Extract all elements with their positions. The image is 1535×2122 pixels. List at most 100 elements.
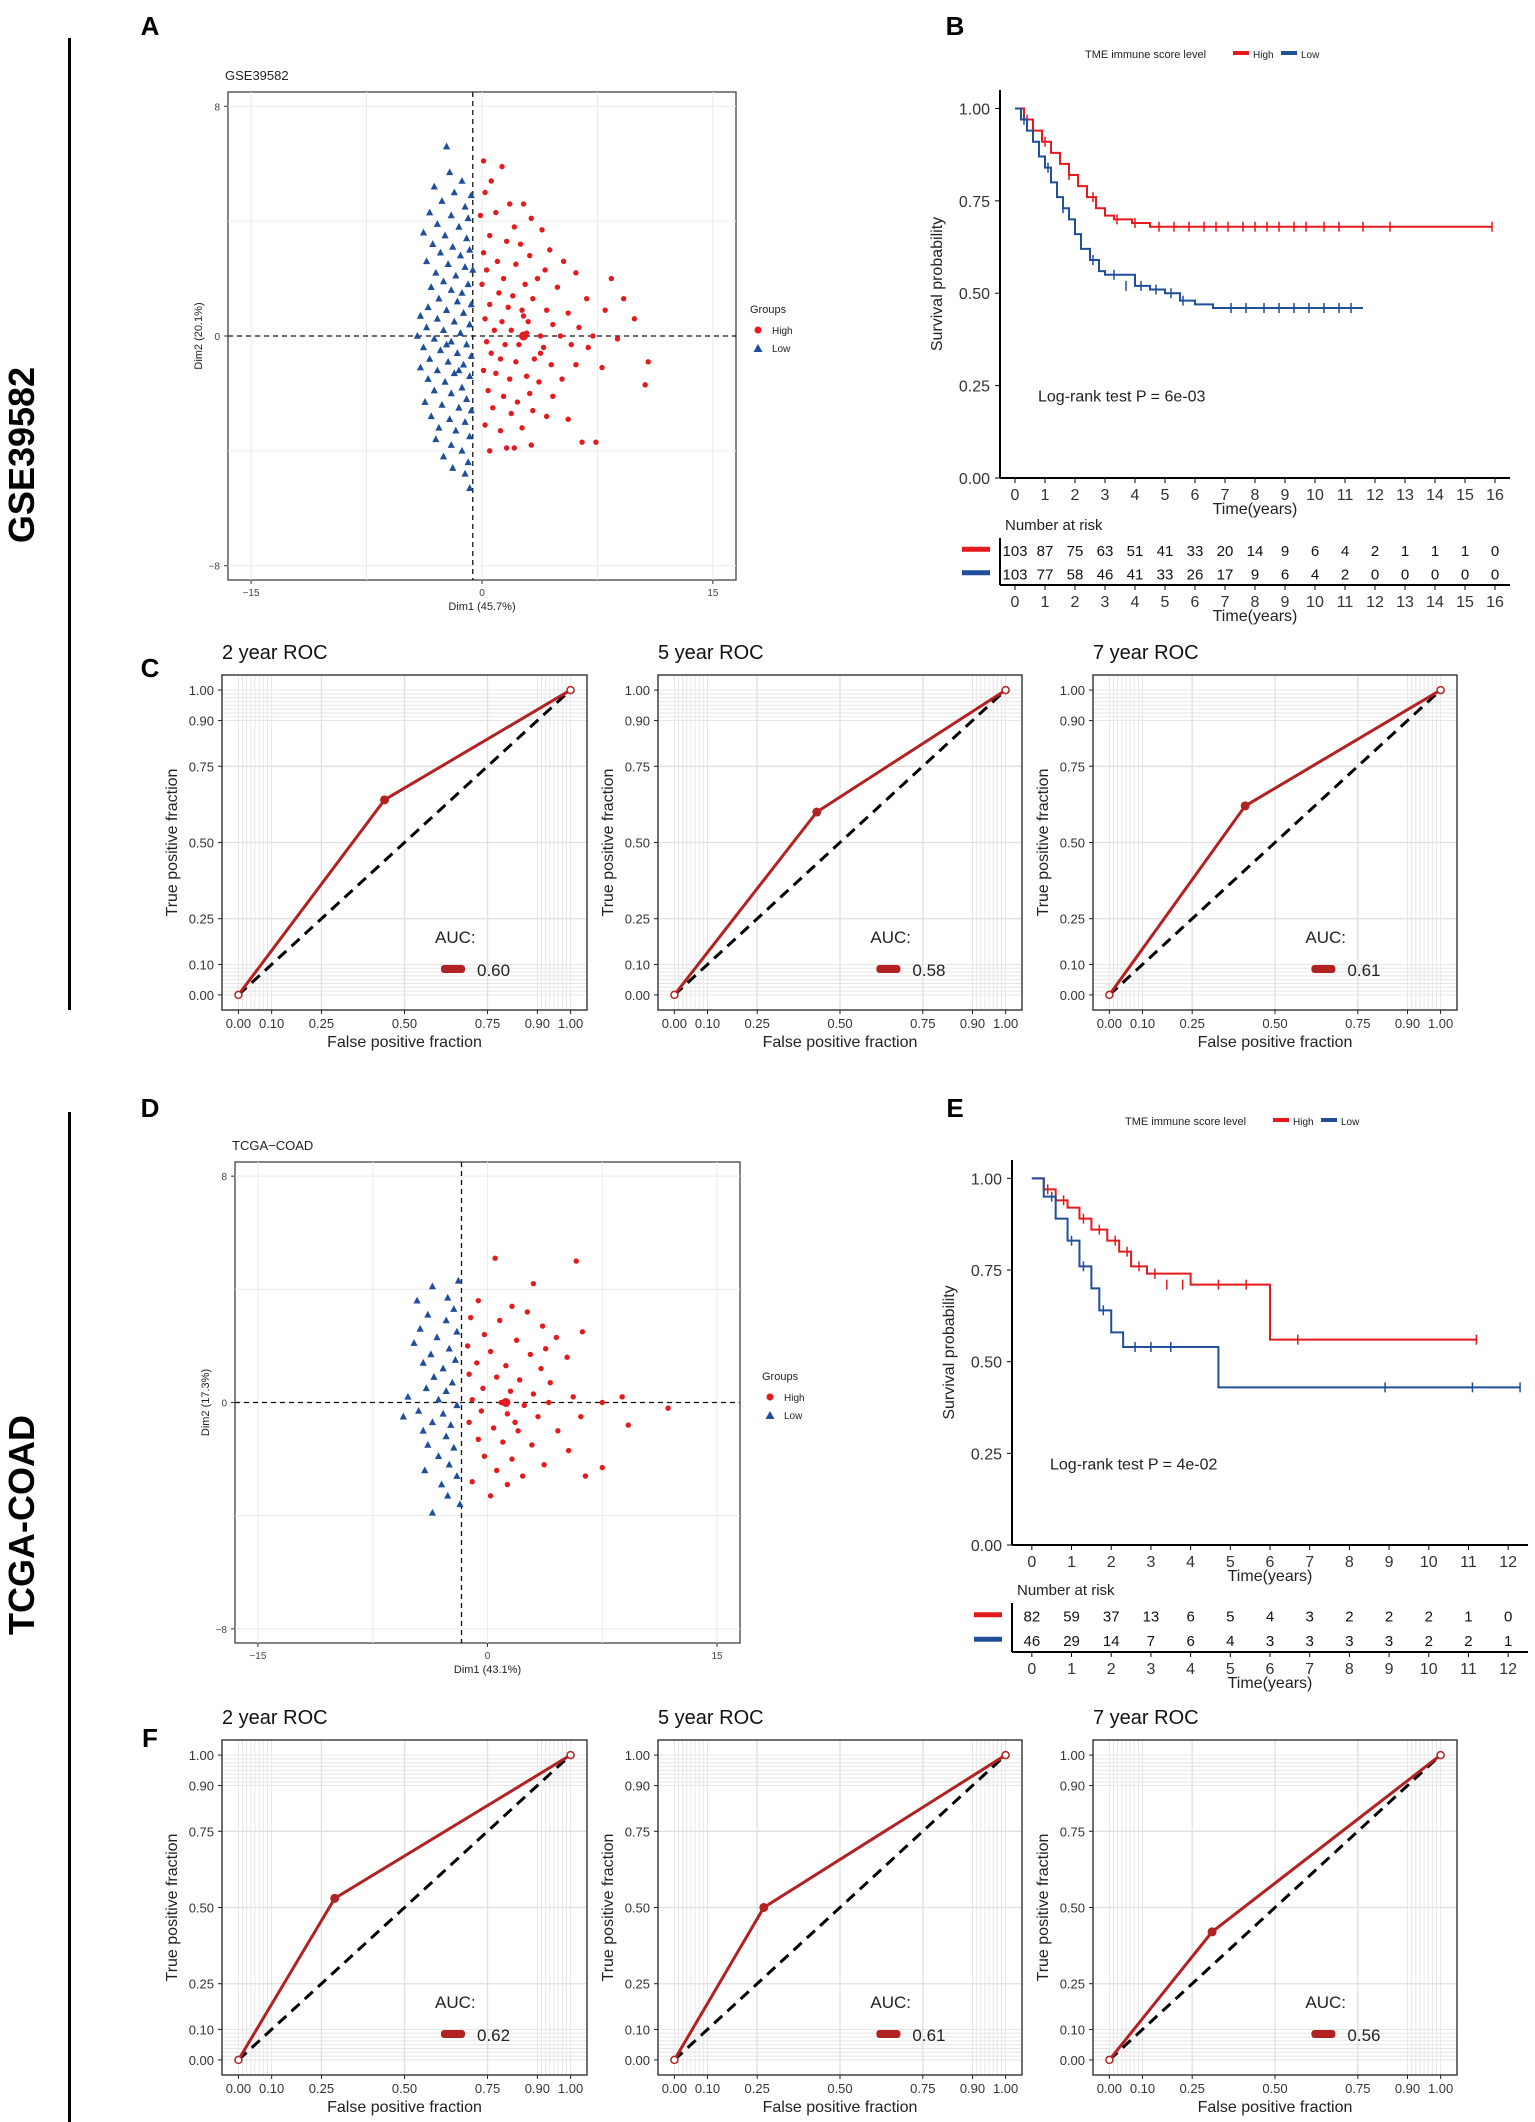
pca-a-point-low xyxy=(467,352,475,359)
roc-f3-ytick-label: 0.50 xyxy=(1060,1901,1085,1916)
km-e-legend-high-label: High xyxy=(1293,1117,1314,1128)
roc-f2-ytick-label: 1.00 xyxy=(625,1748,650,1763)
pca-a-point-high xyxy=(593,439,599,445)
pca-d-legend-high-label: High xyxy=(784,1393,805,1404)
km-e-risk-low-count: 7 xyxy=(1147,1633,1155,1650)
pca-a-point-high xyxy=(482,316,488,322)
pca-a-point-low xyxy=(456,251,465,259)
km-e-legend-low-label: Low xyxy=(1341,1117,1360,1128)
pca-a-point-low xyxy=(432,435,440,443)
pca-a-point-low xyxy=(463,340,471,348)
km-b-risk-high-count: 4 xyxy=(1341,543,1349,560)
km-b-risk-low-count: 46 xyxy=(1097,566,1114,583)
km-b-risk-low-count: 4 xyxy=(1311,566,1319,583)
pca-d-point-low xyxy=(451,1356,459,1363)
pca-d-point-high xyxy=(519,1473,526,1479)
pca-a-point-low xyxy=(441,231,449,239)
km-e-risk-low-count: 6 xyxy=(1186,1633,1194,1650)
pca-a-point-high xyxy=(608,275,615,282)
pca-d-point-high xyxy=(570,1394,576,1400)
roc-c2-title: 5 year ROC xyxy=(658,642,764,664)
pca-a-point-low xyxy=(436,346,445,354)
pca-a-point-low xyxy=(453,297,461,305)
pca-d-point-high xyxy=(555,1428,561,1434)
pca-d-point-high xyxy=(467,1314,474,1321)
roc-f1-xtick-label: 0.90 xyxy=(525,2081,550,2096)
pca-d-point-high xyxy=(466,1371,472,1377)
pca-d-point-high xyxy=(538,1365,544,1372)
km-e-xtick-label: 8 xyxy=(1345,1554,1354,1571)
pca-a-point-low xyxy=(466,372,474,379)
roc-f3-xtick-label: 1.00 xyxy=(1428,2081,1453,2096)
pca-a-point-low xyxy=(450,188,458,196)
km-b-ytick-label: 1.00 xyxy=(959,101,990,118)
km-b-risk-xtick-label: 16 xyxy=(1486,594,1504,611)
roc-c2-xtick-label: 0.10 xyxy=(695,1016,720,1031)
pca-a-point-high xyxy=(585,344,591,351)
roc-c3-ylabel: True positive fraction xyxy=(1035,769,1052,917)
pca-a-point-high xyxy=(482,189,488,196)
km-b-legend-low-swatch xyxy=(1281,51,1297,55)
pca-a-point-low xyxy=(455,403,463,411)
km-b-xtick-label: 0 xyxy=(1011,487,1020,504)
pca-a-point-high xyxy=(579,439,585,445)
km-e-risk-xtick-label: 7 xyxy=(1305,1661,1314,1678)
pca-a-point-high xyxy=(645,359,651,365)
pca-a-point-high xyxy=(508,410,514,417)
pca-a-point-low xyxy=(424,303,432,311)
km-e-xtick-label: 0 xyxy=(1027,1554,1036,1571)
pca-d-point-low xyxy=(428,1508,437,1516)
pca-a-point-low xyxy=(424,375,432,382)
pca-a-point-low xyxy=(422,257,431,265)
roc-c2-ytick-label: 0.00 xyxy=(625,988,650,1003)
km-b-risk-low-count: 103 xyxy=(1002,566,1027,583)
km-b-risk-xtick-label: 1 xyxy=(1041,594,1050,611)
pca-d-point-low xyxy=(404,1392,412,1400)
roc-f3-xtick-label: 0.75 xyxy=(1345,2081,1370,2096)
roc-f3-ytick-label: 0.90 xyxy=(1060,1779,1085,1794)
roc-c2-xtick-label: 0.25 xyxy=(745,1016,770,1031)
pca-d-point-high xyxy=(530,1280,537,1287)
pca-d-point-high xyxy=(541,1462,547,1468)
km-e-legend-high-swatch xyxy=(1273,1118,1289,1122)
pca-d-point-high xyxy=(521,1402,527,1409)
km-b-xtick-label: 6 xyxy=(1191,487,1200,504)
pca-d-legend-high-symbol xyxy=(766,1393,774,1401)
roc-c3-origin-point xyxy=(1105,990,1114,1000)
pca-a-point-low xyxy=(452,426,460,434)
km-b-risk-xtick-label: 10 xyxy=(1306,594,1324,611)
km-e-xtick-label: 1 xyxy=(1067,1554,1076,1571)
roc-f3-xtick-label: 0.50 xyxy=(1262,2081,1287,2096)
pca-a-point-high xyxy=(490,405,496,411)
pca-a-point-high xyxy=(511,445,518,451)
km-b-risk-xtick-label: 7 xyxy=(1221,594,1230,611)
km-e-risk-xtick-label: 5 xyxy=(1226,1661,1235,1678)
km-b-curve-high xyxy=(1015,107,1492,228)
pca-a-point-low xyxy=(432,268,440,276)
pca-d-point-high xyxy=(487,1348,494,1355)
pca-d-ytick-label: 8 xyxy=(221,1172,227,1183)
pca-d-legend-low-symbol xyxy=(765,1411,775,1419)
roc-c2-origin-point xyxy=(670,990,679,1000)
km-e-legend-title: TME immune score level xyxy=(1125,1116,1246,1128)
pca-d-point-high xyxy=(481,1331,488,1338)
pca-a-point-low xyxy=(427,412,435,420)
km-b-risk-high-count: 1 xyxy=(1461,543,1469,560)
pca-a-point-high xyxy=(548,362,554,368)
km-e-ytick-label: 0.00 xyxy=(971,1538,1002,1555)
km-e-risk-xtick-label: 6 xyxy=(1266,1661,1275,1678)
pca-d-point-high xyxy=(492,1255,498,1261)
roc-f2-diagonal xyxy=(673,1753,1007,2062)
km-b-xtick-label: 11 xyxy=(1337,487,1354,504)
pca-a-point-low xyxy=(416,311,425,319)
roc-f1-ytick-label: 0.10 xyxy=(189,2022,214,2037)
pca-d-point-high xyxy=(512,1419,518,1426)
roc-c2-end-point xyxy=(1001,685,1010,695)
pca-d-point-high xyxy=(507,1388,514,1394)
pca-a-point-high xyxy=(486,232,493,239)
pca-a-point-high xyxy=(497,428,504,434)
pca-d-point-high xyxy=(582,1473,589,1479)
pca-a-point-high xyxy=(483,339,490,345)
roc-f2-xtick-label: 0.00 xyxy=(662,2081,687,2096)
km-e-risk-xtick-label: 11 xyxy=(1460,1661,1477,1678)
